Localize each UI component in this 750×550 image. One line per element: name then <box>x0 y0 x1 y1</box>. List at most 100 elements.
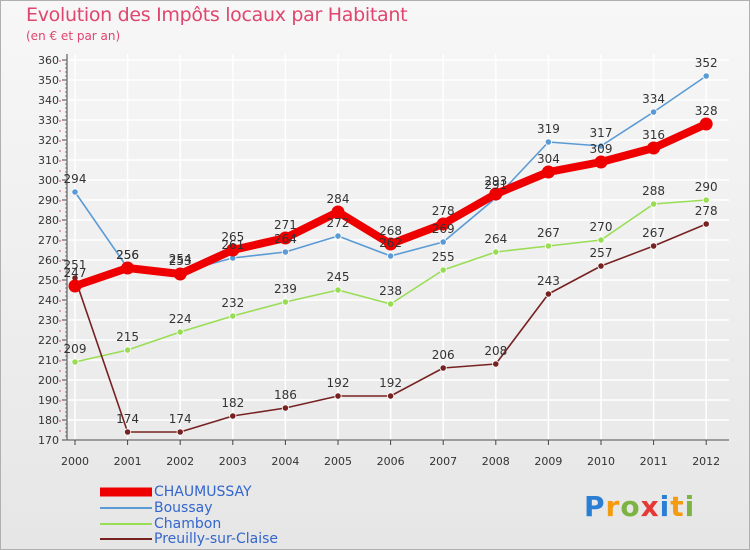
data-point-chaumussay <box>278 231 292 245</box>
x-tick-label: 2012 <box>692 455 720 468</box>
data-label-chaumussay: 293 <box>484 174 507 188</box>
data-point-chaumussay <box>384 237 398 251</box>
y-tick-label: 170 <box>38 434 59 447</box>
data-label-preuilly: 257 <box>590 246 613 260</box>
data-point-preuilly <box>124 428 132 436</box>
data-point-chaumussay <box>541 165 555 179</box>
data-label-chaumussay: 328 <box>695 104 718 118</box>
data-point-chaumussay <box>121 261 135 275</box>
data-label-boussay: 319 <box>537 122 560 136</box>
data-label-boussay: 291 <box>484 178 507 192</box>
data-label-chaumussay: 309 <box>590 142 613 156</box>
data-point-boussay <box>649 108 658 116</box>
y-tick-label: 320 <box>38 134 59 147</box>
y-tick-label: 340 <box>38 94 59 107</box>
data-label-chambon: 209 <box>64 342 87 356</box>
y-tick-label: 280 <box>38 214 59 227</box>
logo-letter: r <box>605 490 621 523</box>
data-label-boussay: 264 <box>274 232 297 246</box>
data-point-preuilly <box>702 220 710 228</box>
x-tick-label: 2004 <box>271 455 299 468</box>
data-label-chaumussay: 265 <box>221 230 244 244</box>
data-label-preuilly: 182 <box>221 396 244 410</box>
logo-letter: i <box>659 490 671 523</box>
y-tick-label: 310 <box>38 154 59 167</box>
data-label-boussay: 256 <box>116 248 139 262</box>
data-label-chambon: 239 <box>274 282 297 296</box>
data-point-chaumussay <box>68 279 82 293</box>
y-tick-label: 190 <box>38 394 59 407</box>
data-point-boussay <box>544 138 553 146</box>
data-point-boussay <box>702 72 710 80</box>
data-label-boussay: 261 <box>221 238 244 252</box>
data-label-chaumussay: 247 <box>64 266 87 280</box>
chart-subtitle: (en € et par an) <box>26 29 121 43</box>
data-point-chaumussay <box>489 187 503 201</box>
x-tick-label: 2007 <box>429 455 457 468</box>
data-label-boussay: 254 <box>169 252 192 266</box>
data-point-chambon <box>544 242 553 250</box>
data-label-chambon: 264 <box>484 232 507 246</box>
chart-title: Evolution des Impôts locaux par Habitant <box>26 4 408 26</box>
x-tick-label: 2011 <box>640 455 668 468</box>
data-label-chambon: 215 <box>116 330 139 344</box>
data-point-boussay <box>71 188 79 196</box>
data-label-preuilly: 251 <box>64 258 87 272</box>
data-point-chaumussay <box>594 155 608 169</box>
x-tick-label: 2003 <box>219 455 247 468</box>
data-label-preuilly: 243 <box>537 274 560 288</box>
data-label-preuilly: 206 <box>432 348 455 362</box>
y-tick-label: 290 <box>38 194 59 207</box>
y-tick-label: 330 <box>38 114 59 127</box>
data-label-chambon: 255 <box>432 250 455 264</box>
legend-item-chaumussay: CHAUMUSSAY <box>100 484 252 500</box>
data-label-boussay: 334 <box>642 92 665 106</box>
data-label-boussay: 272 <box>327 216 350 230</box>
data-point-preuilly <box>334 392 342 400</box>
data-point-chambon <box>492 248 500 256</box>
data-label-preuilly: 192 <box>327 376 350 390</box>
data-label-chaumussay: 256 <box>116 248 139 262</box>
y-tick-label: 200 <box>38 374 59 387</box>
data-point-chaumussay <box>436 217 450 231</box>
data-point-preuilly <box>281 404 289 412</box>
data-point-chaumussay <box>173 267 187 281</box>
y-tick-label: 220 <box>38 334 59 347</box>
data-point-chaumussay <box>699 117 713 131</box>
x-tick-label: 2008 <box>482 455 510 468</box>
data-point-preuilly <box>229 412 237 420</box>
data-point-boussay <box>597 142 605 150</box>
data-label-chambon: 288 <box>642 184 665 198</box>
data-point-preuilly <box>597 262 605 270</box>
proxiti-logo: Proxiti <box>584 490 695 523</box>
data-point-boussay <box>386 252 395 260</box>
logo-letter: i <box>684 490 696 523</box>
y-tick-label: 210 <box>38 354 59 367</box>
data-point-chambon <box>124 346 132 354</box>
data-label-chaumussay: 304 <box>537 152 560 166</box>
data-label-boussay: 352 <box>695 56 718 70</box>
data-point-chambon <box>176 328 184 336</box>
data-point-preuilly <box>544 290 553 298</box>
data-point-chambon <box>702 196 710 204</box>
y-tick-label: 360 <box>38 54 59 67</box>
data-label-preuilly: 174 <box>169 412 192 426</box>
data-point-chambon <box>229 312 237 320</box>
data-label-preuilly: 208 <box>484 344 507 358</box>
legend-label-boussay: Boussay <box>154 500 213 516</box>
data-point-boussay <box>281 248 289 256</box>
y-tick-label: 270 <box>38 234 59 247</box>
y-tick-label: 350 <box>38 74 59 87</box>
data-point-preuilly <box>439 364 447 372</box>
data-label-chambon: 270 <box>590 220 613 234</box>
data-label-chambon: 290 <box>695 180 718 194</box>
y-tick-label: 250 <box>38 274 59 287</box>
logo-letter: P <box>584 490 606 523</box>
data-point-chaumussay <box>647 141 661 155</box>
x-tick-label: 2009 <box>534 455 562 468</box>
data-point-chaumussay <box>331 205 345 219</box>
legend-item-preuilly: Preuilly-sur-Claise <box>100 531 278 547</box>
data-point-chaumussay <box>226 243 240 257</box>
